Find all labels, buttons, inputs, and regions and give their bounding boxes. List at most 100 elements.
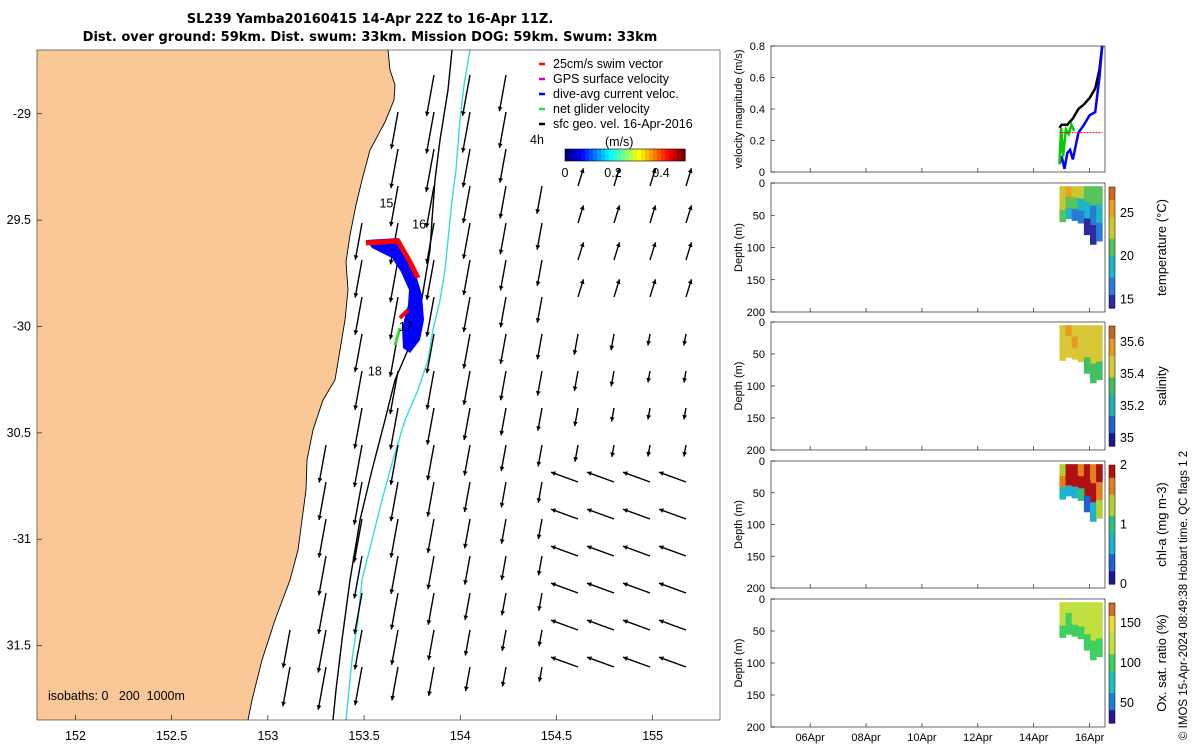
depth-colorbar-cell	[1109, 667, 1115, 673]
depth-colorbar-cell	[1109, 303, 1115, 309]
depth-colorbar-cell	[1109, 550, 1115, 555]
colorbar-cell	[653, 149, 658, 161]
velocity-arrow	[464, 555, 471, 585]
depth-colorbar-tick: 50	[1120, 696, 1134, 710]
velocity-arrowhead	[353, 367, 359, 373]
velocity-arrow	[427, 481, 435, 517]
heatmap-cell	[1083, 480, 1091, 497]
velocity-arrow	[550, 545, 579, 557]
velocity-arrow	[427, 592, 435, 625]
depth-colorbar-cell	[1109, 714, 1115, 720]
velocity-arrow	[658, 619, 687, 631]
depth-colorbar-cell	[1109, 558, 1115, 564]
depth-colorbar-tick: 1	[1120, 518, 1127, 532]
velocity-arrowhead	[551, 656, 556, 661]
depth-colorbar-cell	[1109, 351, 1115, 357]
depth-colorbar-cell	[1109, 251, 1115, 257]
velocity-arrowhead	[317, 477, 323, 483]
map-y-axis: -29 29.5 -30 30.5 -31 31.5	[7, 107, 42, 653]
velocity-ylabel: velocity magnitude (m/s)	[733, 49, 745, 168]
depth-colorbar-cell	[1109, 490, 1115, 496]
velocity-arrowhead	[462, 470, 468, 476]
velocity-arrowhead	[500, 681, 506, 687]
velocity-arrowhead	[615, 279, 621, 285]
depth-colorbar-cell	[1109, 441, 1115, 447]
heatmap-cell	[1077, 337, 1085, 351]
velocity-arrow	[353, 481, 363, 525]
depth-colorbar-tick: 35	[1120, 431, 1134, 445]
velocity-arrowhead	[499, 539, 505, 544]
heatmap-cell	[1089, 205, 1097, 226]
depth-y-tick-label: 0	[759, 456, 765, 468]
colorbar-cell	[625, 149, 630, 161]
velocity-series-line	[1058, 121, 1076, 165]
velocity-arrow	[622, 471, 651, 483]
velocity-arrowhead	[424, 148, 430, 154]
velocity-arrowhead	[499, 466, 505, 471]
heatmap-cell	[1096, 602, 1103, 621]
depth-colorbar-tick: 15	[1120, 292, 1134, 306]
velocity-arrow	[389, 370, 399, 415]
depth-colorbar-cell	[1109, 654, 1115, 660]
velocity-arrow	[353, 407, 363, 449]
velocity-arrow	[317, 666, 327, 710]
surface-velocity-vectors	[281, 74, 693, 710]
heatmap-cell	[1096, 638, 1103, 658]
colorbar-cell	[573, 149, 578, 161]
depth-colorbar-cell	[1109, 520, 1115, 526]
heatmap-cell	[1065, 196, 1073, 209]
colorbar-cell	[577, 149, 582, 161]
depth-colorbar-cell	[1109, 334, 1115, 340]
depth-colorbar-cell	[1109, 718, 1115, 724]
velocity-arrowhead	[425, 331, 430, 337]
heatmap-cell	[1065, 623, 1073, 635]
velocity-arrow	[317, 629, 327, 673]
velocity-arrowhead	[536, 426, 541, 431]
depth-ylabel: Depth (m)	[733, 223, 745, 272]
day-label: 18	[368, 364, 382, 378]
depth-ylabel: Depth (m)	[733, 362, 745, 411]
depth-colorbar-tick: 150	[1120, 616, 1141, 630]
depth-colorbar-tick: 35.6	[1120, 335, 1144, 349]
velocity-arrow	[425, 74, 435, 117]
depth-colorbar-label: chl-a (mg m-3)	[1154, 482, 1169, 567]
velocity-arrowhead	[499, 502, 505, 508]
heatmap-cell	[1071, 197, 1079, 210]
heatmap-cell	[1083, 357, 1091, 374]
time-tick-label: 06Apr	[795, 732, 825, 744]
depth-colorbar-cell	[1109, 269, 1115, 275]
velocity-arrow	[354, 296, 363, 335]
velocity-y-tick-label: 0.2	[750, 136, 765, 148]
velocity-arrowhead	[535, 208, 541, 214]
velocity-arrowhead	[609, 345, 615, 351]
velocity-arrowhead	[425, 294, 430, 300]
velocity-arrow	[390, 148, 399, 189]
velocity-arrowhead	[353, 329, 359, 335]
velocity-arrowhead	[551, 582, 556, 587]
depth-colorbar-cell	[1109, 465, 1115, 470]
heatmap-cell	[1083, 618, 1091, 635]
heatmap-cell	[1059, 464, 1067, 477]
depth-colorbar-cell	[1109, 511, 1115, 517]
depth-colorbar-frame	[1108, 602, 1116, 724]
colorbar-cell	[633, 149, 638, 161]
colorbar-tick: 0.2	[604, 166, 621, 180]
colorbar-unit: (m/s)	[605, 135, 633, 149]
velocity-arrowhead	[659, 656, 664, 661]
velocity-arrowhead	[316, 704, 322, 710]
depth-y-tick-label: 50	[753, 210, 765, 222]
depth-colorbar-cell	[1109, 562, 1115, 568]
velocity-arrow	[354, 666, 363, 706]
net-glider-velocity-segment	[393, 327, 402, 346]
heatmap-cell	[1083, 602, 1091, 619]
velocity-arrowhead	[536, 498, 542, 503]
velocity-arrowhead	[615, 205, 621, 211]
depth-colorbar-cell	[1109, 503, 1115, 509]
velocity-arrow	[658, 545, 687, 557]
colorbar-cell	[565, 149, 570, 161]
velocity-arrowhead	[463, 579, 468, 585]
velocity-arrowhead	[587, 582, 592, 587]
depth-colorbar-cell	[1109, 411, 1115, 417]
heatmap-cell	[1071, 486, 1079, 499]
